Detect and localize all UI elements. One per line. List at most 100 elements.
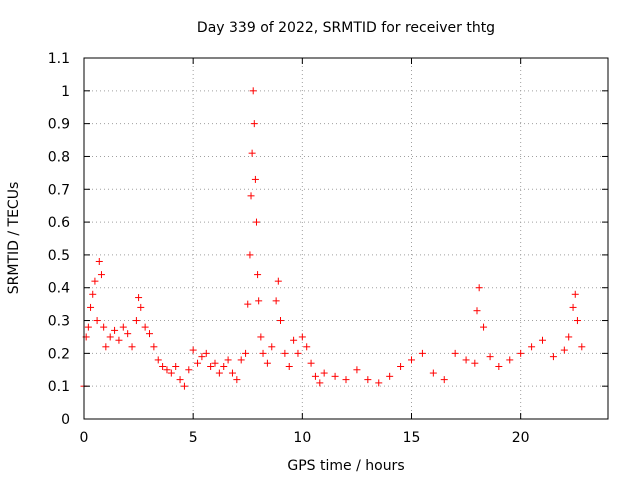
y-tick-label: 0 — [61, 412, 70, 428]
chart-title: Day 339 of 2022, SRMTID for receiver tht… — [197, 20, 495, 36]
data-point — [251, 175, 259, 183]
data-point — [244, 300, 252, 308]
data-point — [228, 369, 236, 377]
data-point — [185, 366, 193, 374]
data-point — [272, 297, 280, 305]
data-point — [246, 251, 254, 259]
data-point — [397, 362, 405, 370]
data-point — [565, 333, 573, 341]
data-point — [294, 349, 302, 357]
data-point — [224, 356, 232, 364]
data-point — [473, 307, 481, 315]
data-point — [211, 359, 219, 367]
data-point — [517, 349, 525, 357]
data-point — [215, 369, 223, 377]
data-point — [331, 372, 339, 380]
data-point — [97, 271, 105, 279]
data-point — [506, 356, 514, 364]
data-points — [80, 87, 586, 390]
axis-ticks — [83, 57, 608, 420]
data-point — [115, 336, 123, 344]
data-point — [573, 317, 581, 325]
data-point — [176, 376, 184, 384]
data-point — [486, 353, 494, 361]
data-point — [274, 277, 282, 285]
data-point — [128, 343, 136, 351]
data-point — [268, 343, 276, 351]
plot-frame — [83, 57, 609, 420]
data-point — [247, 192, 255, 200]
data-point — [440, 376, 448, 384]
y-tick-label: 1.1 — [48, 51, 70, 67]
data-point — [89, 290, 97, 298]
data-point — [495, 362, 503, 370]
data-point — [303, 343, 311, 351]
data-point — [418, 349, 426, 357]
x-tick-label: 20 — [512, 430, 530, 446]
y-tick-label: 0.6 — [48, 215, 70, 231]
data-point — [298, 333, 306, 341]
data-point — [475, 284, 483, 292]
data-point — [375, 379, 383, 387]
data-point — [102, 343, 110, 351]
y-tick-label: 0.1 — [48, 379, 70, 395]
x-tick-label: 15 — [403, 430, 421, 446]
x-tick-label: 0 — [80, 430, 89, 446]
data-point — [252, 218, 260, 226]
x-tick-label: 5 — [189, 430, 198, 446]
data-point — [146, 330, 153, 338]
x-axis-label: GPS time / hours — [287, 458, 404, 474]
data-point — [320, 369, 328, 377]
data-point — [93, 317, 101, 325]
data-point — [480, 323, 488, 331]
data-point — [539, 336, 546, 344]
data-point — [87, 303, 95, 311]
data-point — [408, 356, 415, 364]
data-point — [242, 349, 250, 357]
data-point — [257, 333, 265, 341]
data-point — [364, 376, 372, 384]
data-point — [248, 149, 256, 157]
data-point — [560, 346, 568, 354]
y-tick-labels: 0 0.1 0.2 0.3 0.4 0.5 0.6 0.7 0.8 0.9 1 1.1 — [48, 51, 70, 428]
data-point — [471, 359, 479, 367]
data-point — [451, 349, 459, 357]
data-point — [167, 369, 175, 377]
data-point — [172, 362, 180, 370]
data-point — [132, 317, 140, 325]
data-point — [311, 372, 319, 380]
data-point — [285, 362, 293, 370]
data-point — [137, 303, 145, 311]
data-point — [316, 379, 324, 387]
data-point — [106, 333, 114, 341]
data-point — [163, 366, 171, 374]
data-point — [84, 323, 92, 331]
data-point — [250, 120, 258, 128]
data-point — [198, 353, 206, 361]
data-point — [569, 303, 577, 311]
data-point — [237, 356, 245, 364]
data-point — [549, 353, 557, 361]
y-tick-label: 0.5 — [48, 248, 70, 264]
data-point — [207, 362, 215, 370]
data-point — [91, 277, 99, 285]
data-point — [220, 362, 228, 370]
data-point — [290, 336, 298, 344]
data-point — [189, 346, 197, 354]
data-point — [277, 317, 284, 325]
y-axis-label: SRMTID / TECUs — [6, 182, 22, 295]
data-point — [100, 323, 108, 331]
y-tick-label: 0.7 — [48, 182, 70, 198]
data-point — [233, 376, 241, 384]
data-point — [254, 271, 262, 279]
data-point — [249, 87, 257, 95]
data-point — [528, 343, 536, 351]
data-point — [281, 349, 289, 357]
data-point — [462, 356, 470, 364]
data-point — [202, 349, 210, 357]
y-tick-label: 0.3 — [48, 314, 70, 330]
data-point — [386, 372, 394, 380]
y-tick-label: 0.4 — [48, 281, 70, 297]
